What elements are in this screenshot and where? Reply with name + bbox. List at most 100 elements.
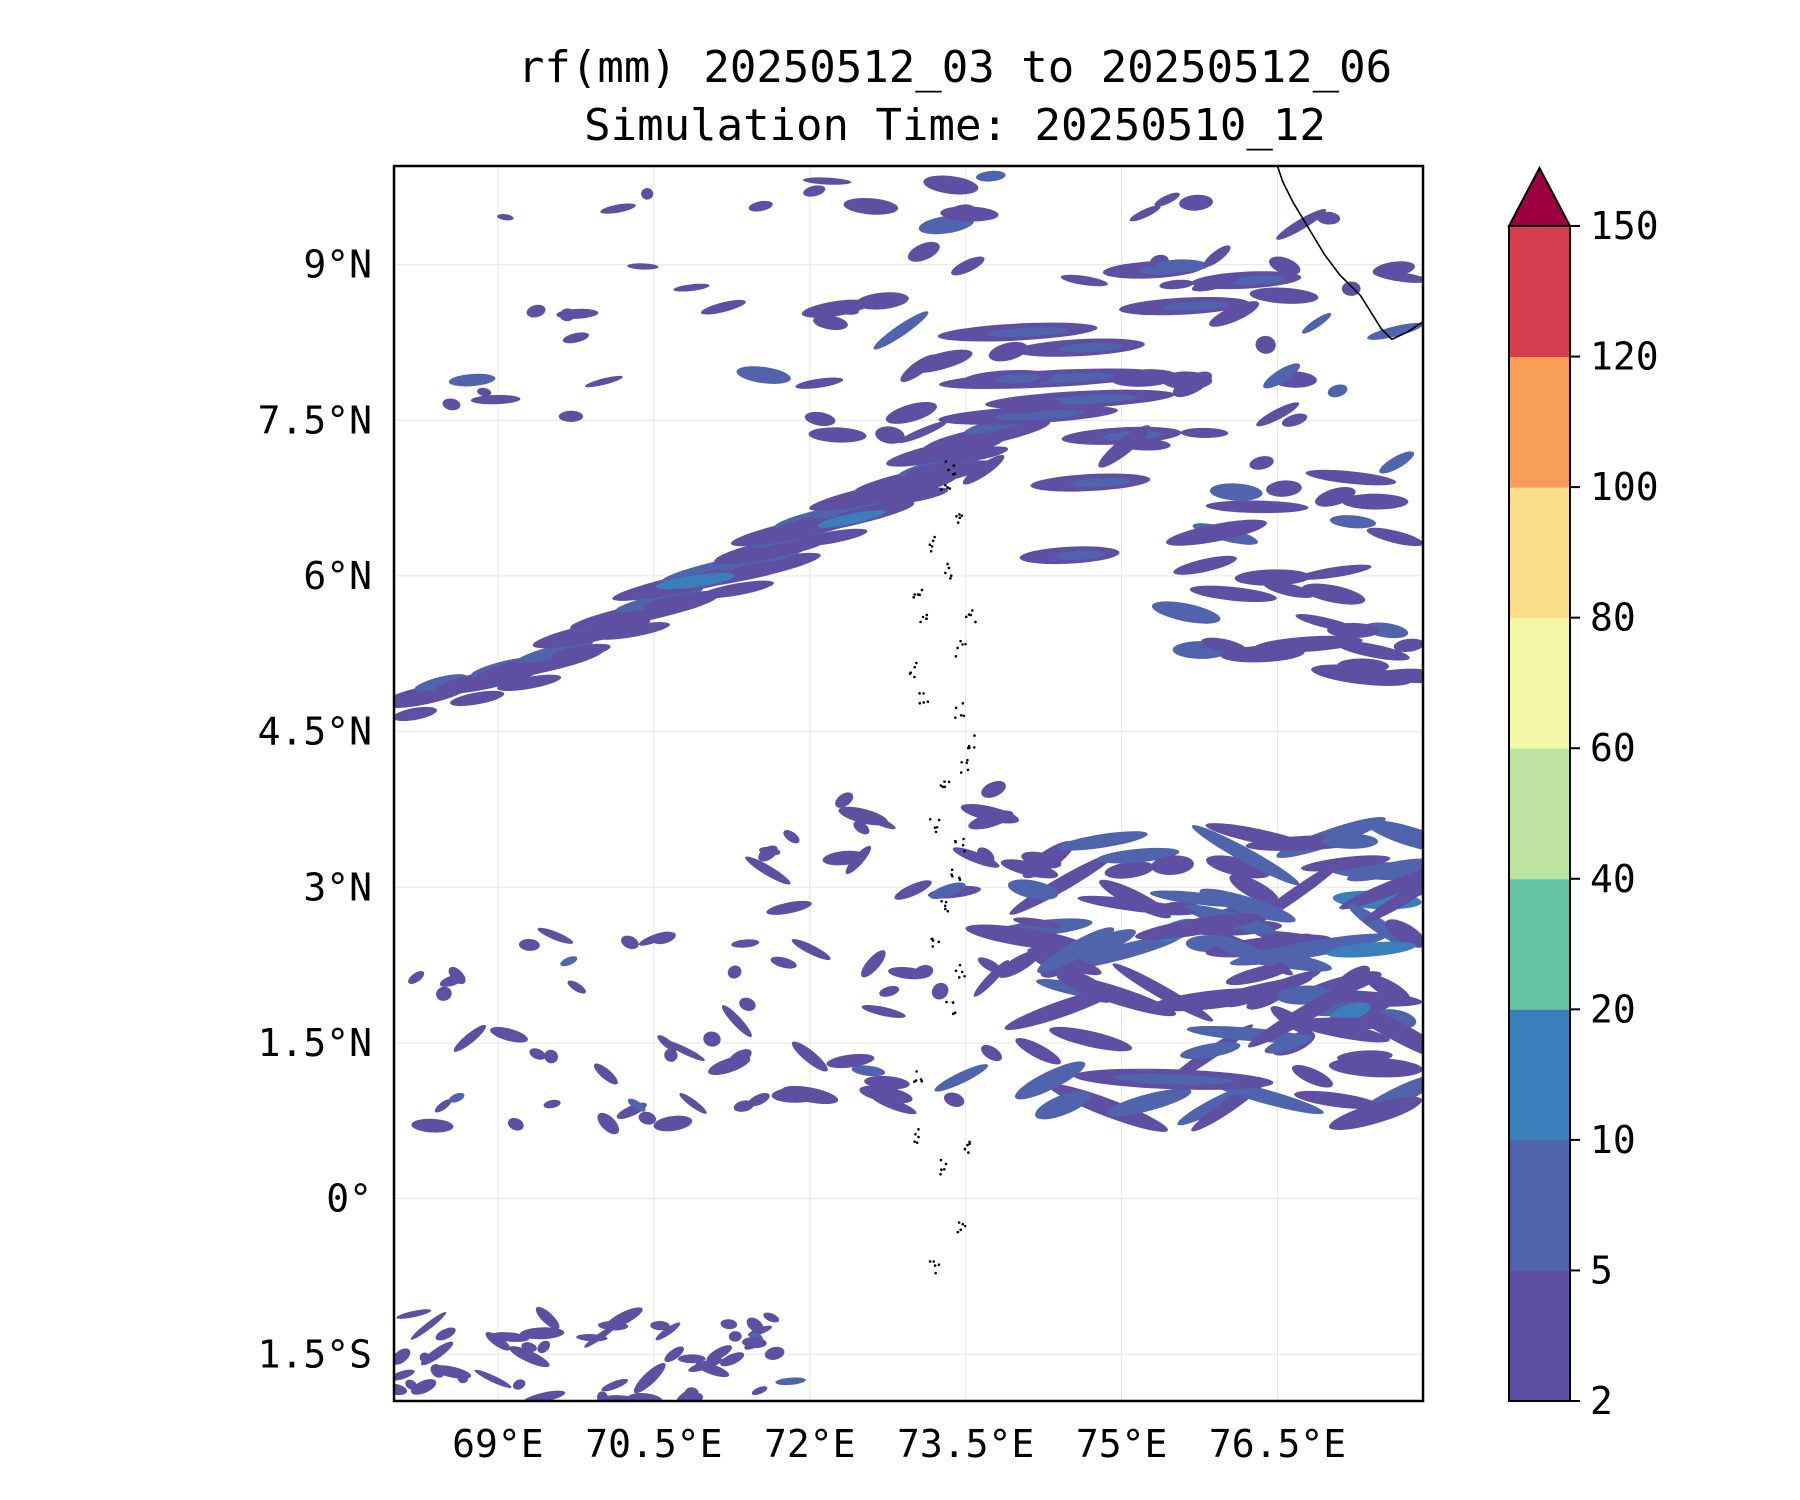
colorbar-tick-label: 40 bbox=[1590, 857, 1636, 901]
atoll-dot bbox=[940, 488, 943, 491]
atoll-dot bbox=[951, 473, 955, 476]
atoll-dot bbox=[943, 907, 947, 911]
rain-patch bbox=[1327, 622, 1380, 638]
atoll-dot bbox=[958, 963, 962, 967]
lat-tick-label: 1.5°N bbox=[258, 1021, 372, 1065]
rain-patch bbox=[1229, 275, 1285, 285]
rain-patch bbox=[771, 1087, 822, 1103]
atoll-dot bbox=[926, 700, 930, 704]
rain-patch bbox=[537, 927, 574, 944]
rain-patch bbox=[1113, 1073, 1234, 1085]
rain-patch bbox=[1291, 1065, 1333, 1088]
atoll-dot bbox=[928, 1260, 932, 1263]
atoll-dot bbox=[969, 613, 973, 617]
atoll-dot bbox=[966, 768, 970, 772]
atoll-dot bbox=[956, 521, 960, 524]
atoll-dot bbox=[954, 716, 957, 719]
rain-patch bbox=[394, 1348, 411, 1365]
rain-patch bbox=[490, 1026, 528, 1043]
rain-patch bbox=[497, 674, 562, 692]
rain-patch bbox=[638, 1111, 657, 1125]
atoll-dot bbox=[963, 974, 966, 978]
rain-patch bbox=[708, 1055, 751, 1076]
atoll-dot bbox=[959, 639, 962, 643]
rain-patch bbox=[1385, 919, 1423, 948]
colorbar-tick-label: 60 bbox=[1590, 726, 1636, 770]
atoll-dot bbox=[915, 661, 918, 665]
atoll-dot bbox=[946, 486, 949, 489]
colorbar-extend-arrow bbox=[1507, 165, 1572, 227]
rain-patch bbox=[873, 311, 929, 350]
rain-patch bbox=[1015, 1037, 1062, 1065]
rain-patch bbox=[1057, 831, 1148, 851]
colorbar-segment bbox=[1509, 748, 1570, 880]
rain-patch bbox=[766, 900, 812, 915]
rain-patch bbox=[620, 1312, 632, 1324]
rain-patch bbox=[558, 410, 584, 422]
rain-patch bbox=[1150, 988, 1276, 1012]
rain-patch bbox=[1342, 1001, 1423, 1064]
rain-patch bbox=[1111, 369, 1178, 387]
rain-patch bbox=[1302, 583, 1366, 605]
rain-patch bbox=[988, 327, 1068, 338]
rain-patch bbox=[988, 341, 1028, 362]
rain-patch bbox=[977, 957, 1001, 974]
rain-patch bbox=[523, 1390, 566, 1401]
rain-patch bbox=[688, 1358, 723, 1372]
rain-patch bbox=[1346, 858, 1423, 882]
rain-patch bbox=[742, 1337, 767, 1349]
rain-patch bbox=[1191, 275, 1239, 292]
rain-patch bbox=[1057, 342, 1123, 353]
rain-patch bbox=[813, 315, 848, 330]
rain-patch bbox=[1255, 335, 1276, 354]
rain-patch bbox=[997, 950, 1040, 978]
atoll-dot bbox=[937, 1263, 941, 1267]
rain-patch bbox=[567, 980, 587, 994]
rain-patch bbox=[1180, 1041, 1241, 1060]
rain-patch bbox=[414, 674, 468, 692]
atoll-dot bbox=[935, 825, 939, 829]
rain-patch bbox=[470, 394, 521, 405]
rain-patch bbox=[1013, 917, 1061, 929]
atoll-dot bbox=[965, 761, 969, 765]
atoll-dot bbox=[960, 514, 964, 517]
rain-patch bbox=[1149, 890, 1251, 908]
colorbar-tick-label: 5 bbox=[1590, 1248, 1613, 1292]
atoll-dot bbox=[957, 976, 961, 979]
rain-patch bbox=[673, 283, 710, 292]
rain-patch bbox=[962, 454, 1005, 485]
atoll-dot bbox=[939, 1172, 942, 1176]
rain-patch bbox=[888, 967, 929, 980]
rain-patch bbox=[1055, 550, 1105, 560]
colorbar-segment bbox=[1509, 356, 1570, 488]
map-title-line1: rf(mm) 20250512_03 to 20250512_06 bbox=[517, 42, 1393, 93]
rain-patch bbox=[684, 1387, 699, 1400]
rain-patch bbox=[512, 1379, 526, 1390]
rain-patch bbox=[559, 308, 576, 322]
atoll-dot bbox=[931, 539, 935, 543]
rain-patch bbox=[770, 956, 797, 969]
atoll-dot bbox=[959, 714, 963, 717]
rain-patch bbox=[1205, 500, 1309, 514]
atoll-dot bbox=[939, 1158, 943, 1162]
atoll-dot bbox=[961, 643, 964, 646]
rain-patch bbox=[1009, 852, 1116, 915]
atoll-dot bbox=[958, 513, 961, 516]
rain-patch bbox=[981, 780, 1006, 798]
rain-patch bbox=[931, 982, 949, 1000]
rain-patch bbox=[1154, 192, 1180, 207]
colorbar-tick-label: 120 bbox=[1590, 335, 1659, 379]
atoll-dot bbox=[918, 593, 921, 597]
atoll-dot bbox=[932, 1260, 936, 1263]
rain-patch bbox=[657, 1035, 677, 1052]
rain-patch bbox=[650, 1320, 670, 1331]
rain-patch bbox=[861, 1005, 906, 1018]
rain-patch bbox=[783, 830, 800, 844]
colorbar-segment bbox=[1509, 1270, 1570, 1402]
atoll-dot bbox=[933, 1264, 937, 1267]
rain-patch bbox=[411, 1118, 454, 1133]
atoll-dot bbox=[952, 464, 956, 467]
rain-patch bbox=[981, 1044, 1003, 1062]
atoll-dot bbox=[944, 571, 947, 575]
atoll-dot bbox=[937, 940, 941, 944]
